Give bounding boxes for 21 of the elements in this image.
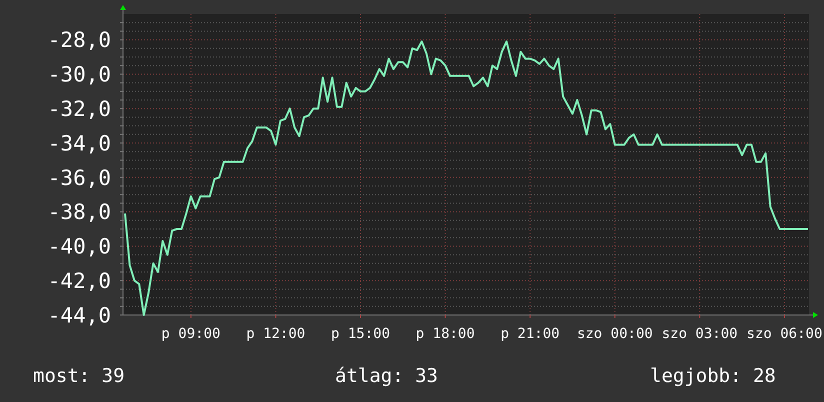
x-tick-label: p 09:00 <box>161 326 220 342</box>
text: legjobb: 28 <box>650 365 776 387</box>
x-tick-label: szo 06:00 <box>746 326 822 342</box>
text: átlag: 33 <box>335 365 438 387</box>
x-tick-label: p 18:00 <box>416 326 475 342</box>
y-tick-label: -44,0 <box>48 303 111 328</box>
x-tick-label: szo 03:00 <box>662 326 738 342</box>
y-tick-label: -34,0 <box>48 131 111 156</box>
y-tick-label: -36,0 <box>48 166 111 190</box>
x-tick-label: p 12:00 <box>246 326 306 342</box>
x-tick-label: p 21:00 <box>500 326 560 342</box>
y-tick-label: -42,0 <box>48 268 111 293</box>
y-tick-label: -30,0 <box>48 62 111 87</box>
y-tick-label: -40,0 <box>48 234 111 259</box>
y-tick-label: -38,0 <box>48 200 111 224</box>
x-tick-label: p 15:00 <box>331 326 390 342</box>
x-tick-label: szo 00:00 <box>576 326 653 342</box>
text: most: 39 <box>33 365 125 387</box>
y-tick-label: -32,0 <box>48 96 111 121</box>
y-tick-label: -28,0 <box>48 28 111 52</box>
line-series <box>124 40 809 316</box>
